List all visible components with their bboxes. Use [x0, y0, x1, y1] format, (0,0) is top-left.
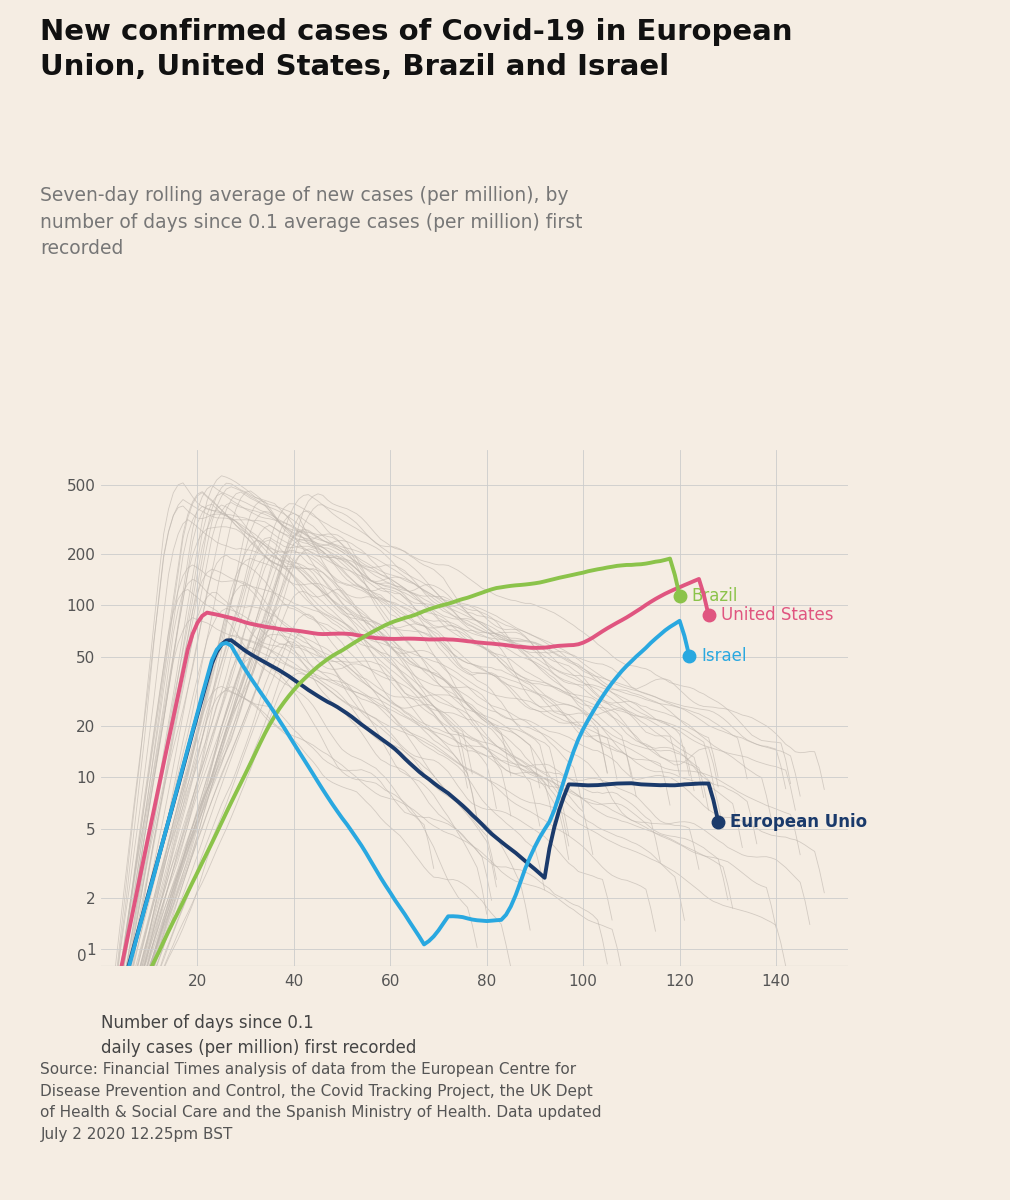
Text: Israel: Israel	[701, 647, 746, 665]
Text: New confirmed cases of Covid-19 in European
Union, United States, Brazil and Isr: New confirmed cases of Covid-19 in Europ…	[40, 18, 793, 80]
Text: Number of days since 0.1
daily cases (per million) first recorded: Number of days since 0.1 daily cases (pe…	[101, 1014, 416, 1057]
Text: Source: Financial Times analysis of data from the European Centre for
Disease Pr: Source: Financial Times analysis of data…	[40, 1062, 602, 1142]
Text: United States: United States	[720, 606, 833, 624]
Text: European Unio: European Unio	[730, 812, 868, 830]
Text: 0: 0	[77, 949, 87, 964]
Text: Brazil: Brazil	[692, 587, 738, 605]
Text: Seven-day rolling average of new cases (per million), by
number of days since 0.: Seven-day rolling average of new cases (…	[40, 186, 583, 258]
